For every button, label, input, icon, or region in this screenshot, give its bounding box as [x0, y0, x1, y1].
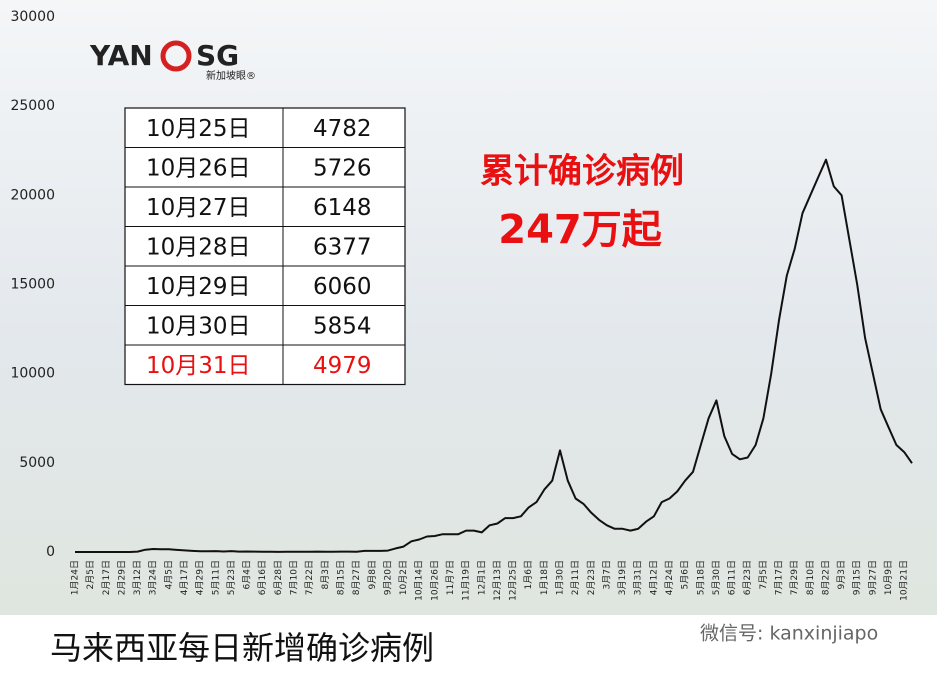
x-tick-label: 7月10日 [289, 560, 300, 595]
watermark: 微信号: kanxinjiapo [700, 623, 878, 645]
x-tick-label: 3月7日 [601, 560, 612, 589]
x-tick-label: 1月6日 [523, 560, 534, 589]
x-tick-label: 2月23日 [586, 560, 597, 595]
x-tick-label: 9月15日 [852, 560, 863, 595]
annotation: 247万起 [498, 207, 662, 253]
table-frame [124, 107, 406, 386]
x-tick-label: 7月22日 [304, 560, 315, 595]
x-tick-label: 8月3日 [320, 560, 331, 589]
x-tick-label: 8月27日 [351, 560, 362, 595]
x-tick-label: 7月17日 [774, 560, 785, 595]
x-tick-label: 6月11日 [727, 560, 738, 595]
table-cell: 10月27日 [146, 195, 251, 221]
logo-left: YAN [89, 39, 153, 72]
table-cell: 4782 [313, 116, 372, 142]
x-tick-label: 7月5日 [758, 560, 769, 589]
table-cell: 10月25日 [146, 116, 251, 142]
line [75, 158, 913, 553]
x-tick-label: 5月23日 [226, 560, 237, 595]
logo-icon [160, 40, 192, 72]
x-tick-label: 4月29日 [195, 560, 206, 595]
x-tick-label: 9月8日 [367, 560, 378, 589]
x-tick-label: 12月1日 [476, 560, 487, 595]
y-tick-label: 15000 [10, 277, 55, 293]
x-tick-label: 6月28日 [273, 560, 284, 595]
x-tick-label: 6月23日 [742, 560, 753, 595]
x-tick-label: 4月12日 [648, 560, 659, 595]
table-cell: 6148 [313, 195, 372, 221]
x-tick-label: 5月11日 [210, 560, 221, 595]
table-cell: 10月31日 [146, 353, 251, 379]
table: 10月25日 4782 10月26日 5726 10月27日 6148 10月28日 6377… [124, 107, 406, 386]
y-tick-label: 5000 [19, 455, 55, 471]
x-tick-label: 4月5日 [163, 560, 174, 589]
x-tick-label: 11月7日 [445, 560, 456, 595]
table-cell: 10月29日 [146, 274, 251, 300]
annotation: 累计确诊病例 [480, 152, 684, 192]
x-tick-label: 10月14日 [414, 560, 425, 601]
x-tick-label: 10月9日 [883, 560, 894, 595]
x-tick-label: 2月5日 [85, 560, 96, 589]
x-tick-label: 2月11日 [570, 560, 581, 595]
table-cell: 4979 [313, 353, 372, 379]
x-tick-label: 12月25日 [508, 560, 519, 601]
x-tick-label: 6月4日 [242, 560, 253, 589]
x-tick-label: 11月19日 [461, 560, 472, 601]
x-tick-label: 5月30日 [711, 560, 722, 595]
x-tick-label: 9月27日 [867, 560, 878, 595]
x-tick-label: 4月24日 [664, 560, 675, 595]
x-tick-label: 5月6日 [680, 560, 691, 589]
table-cell: 6377 [313, 235, 372, 261]
x-tick-label: 2月17日 [101, 560, 112, 595]
x-tick-label: 3月24日 [148, 560, 159, 595]
y-tick-label: 0 [46, 544, 55, 560]
x-tick-label: 9月20日 [382, 560, 393, 595]
x-tick-label: 3月12日 [132, 560, 143, 595]
table-cell: 10月26日 [146, 156, 251, 182]
x-tick-label: 3月31日 [633, 560, 644, 595]
x-tick-label: 10月21日 [899, 560, 910, 601]
y-tick-label: 10000 [10, 366, 55, 382]
x-tick-label: 3月19日 [617, 560, 628, 595]
y-tick-label: 25000 [10, 98, 55, 114]
table-cell: 5726 [313, 156, 372, 182]
x-tick-label: 10月2日 [398, 560, 409, 595]
x-tick-label: 10月26日 [429, 560, 440, 601]
x-tick-label: 5月18日 [695, 560, 706, 595]
chart-title: 马来西亚每日新增确诊病例 [50, 629, 434, 667]
x-tick-label: 4月17日 [179, 560, 190, 595]
x-tick-label: 1月30日 [554, 560, 565, 595]
y-tick-label: 30000 [10, 9, 55, 25]
logo-right: SG [196, 39, 239, 72]
x-tick-label: 8月15日 [335, 560, 346, 595]
table-cell: 10月30日 [146, 314, 251, 340]
x-tick-label: 8月10日 [805, 560, 816, 595]
x-tick-label: 2月29日 [116, 560, 127, 595]
x-tick-label: 6月16日 [257, 560, 268, 595]
table-cell: 10月28日 [146, 235, 251, 261]
x-tick-label: 12月13日 [492, 560, 503, 601]
x-tick-label: 9月3日 [836, 560, 847, 589]
logo-sub: 新加坡眼® [206, 69, 256, 82]
x-tick-label: 7月29日 [789, 560, 800, 595]
x-tick-label: 8月22日 [820, 560, 831, 595]
y-tick-label: 20000 [10, 187, 55, 203]
x-tick-label: 1月24日 [70, 560, 81, 595]
table-cell: 5854 [313, 314, 372, 340]
logo: YAN SG 新加坡眼® [89, 39, 256, 82]
table-cell: 6060 [313, 274, 372, 300]
caption-strip [0, 615, 937, 675]
x-tick-label: 1月18日 [539, 560, 550, 595]
